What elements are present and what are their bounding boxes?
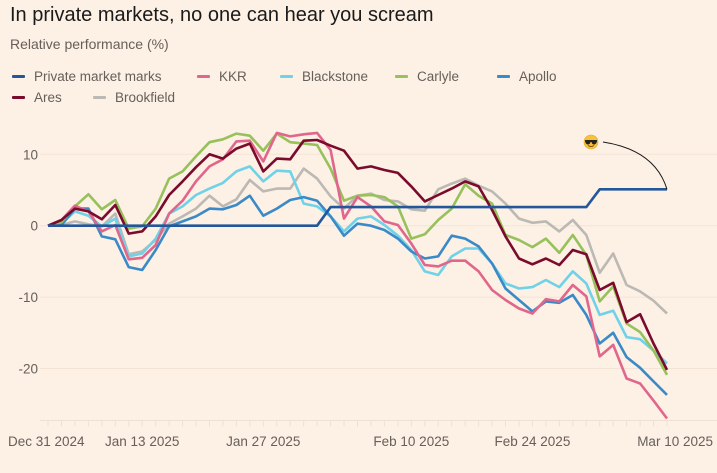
- series-line-brookfield: [47, 167, 668, 315]
- x-tick-label: Jan 13 2025: [105, 434, 179, 449]
- annotation: [583, 134, 668, 190]
- legend-item-private-market-marks: Private market marks: [12, 67, 162, 85]
- chart-subtitle: Relative performance (%): [10, 36, 169, 52]
- x-tick-label: Mar 10 2025: [637, 434, 713, 449]
- legend-label: Brookfield: [115, 89, 176, 105]
- y-tick-label: -20: [18, 362, 38, 377]
- series-line-carlyle: [47, 132, 669, 376]
- x-tick-label: Feb 10 2025: [373, 434, 449, 449]
- legend-item-ares: Ares: [12, 88, 62, 106]
- series-line-private-market-marks: [48, 188, 667, 227]
- legend-label: Private market marks: [34, 68, 162, 84]
- chart-title: In private markets, no one can hear you …: [10, 4, 434, 26]
- y-tick-label: 0: [30, 219, 38, 234]
- x-tick-label: Jan 27 2025: [226, 434, 300, 449]
- legend-item-blackstone: Blackstone: [280, 67, 368, 85]
- legend-swatch: [197, 74, 210, 78]
- legend-swatch: [12, 74, 25, 78]
- series-line-ares: [47, 138, 669, 371]
- legend-item-apollo: Apollo: [497, 67, 557, 85]
- annotation-arc: [602, 141, 668, 190]
- legend-label: Blackstone: [302, 68, 369, 84]
- x-tick-label: Dec 31 2024: [8, 434, 85, 449]
- legend-swatch: [395, 74, 408, 78]
- legend-row-2: Ares Brookfield: [0, 88, 717, 106]
- sunglasses-emoji-icon: [583, 134, 599, 150]
- legend-item-kkr: KKR: [197, 67, 247, 85]
- legend-row-1: Private market marks KKR Blackstone Carl…: [0, 67, 717, 85]
- y-tick-label: 10: [23, 147, 38, 162]
- legend-item-brookfield: Brookfield: [93, 88, 175, 106]
- legend-item-carlyle: Carlyle: [395, 67, 459, 85]
- legend-swatch: [497, 74, 510, 78]
- legend-label: Carlyle: [417, 68, 460, 84]
- legend-swatch: [280, 74, 293, 78]
- y-tick-label: -10: [18, 290, 38, 305]
- legend-label: Ares: [34, 89, 62, 105]
- legend-swatch: [93, 95, 106, 99]
- legend-label: KKR: [219, 68, 247, 84]
- legend-swatch: [12, 95, 25, 99]
- legend-label: Apollo: [519, 68, 557, 84]
- series-line-apollo: [47, 194, 668, 396]
- x-tick-label: Feb 24 2025: [495, 434, 571, 449]
- series-line-kkr: [47, 131, 669, 420]
- series-line-blackstone: [47, 165, 668, 365]
